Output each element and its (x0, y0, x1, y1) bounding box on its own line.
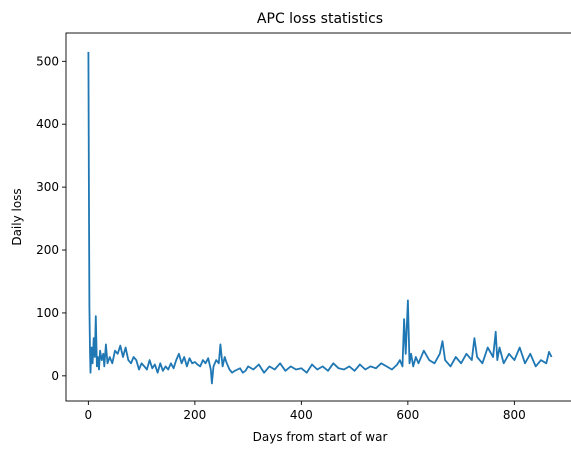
y-axis: 0 100 200 300 400 500 (36, 54, 66, 383)
x-tick-label: 200 (183, 408, 206, 422)
x-tick-label: 600 (396, 408, 419, 422)
y-tick-label: 0 (51, 369, 59, 383)
y-tick-label: 200 (36, 243, 59, 257)
y-tick-label: 300 (36, 180, 59, 194)
plot-frame (65, 32, 571, 402)
y-tick-label: 500 (36, 54, 59, 68)
x-axis-title: Days from start of war (253, 430, 388, 444)
y-axis-title: Daily loss (10, 188, 24, 245)
chart-title: APC loss statistics (257, 11, 383, 27)
x-axis: 0 200 400 600 800 (85, 401, 526, 422)
series-line-0 (87, 51, 553, 385)
y-tick-label: 100 (36, 306, 59, 320)
x-tick-label: 800 (503, 408, 526, 422)
x-tick-label: 400 (290, 408, 313, 422)
y-tick-label: 400 (36, 117, 59, 131)
x-tick-label: 0 (85, 408, 93, 422)
plot-area (87, 51, 553, 385)
